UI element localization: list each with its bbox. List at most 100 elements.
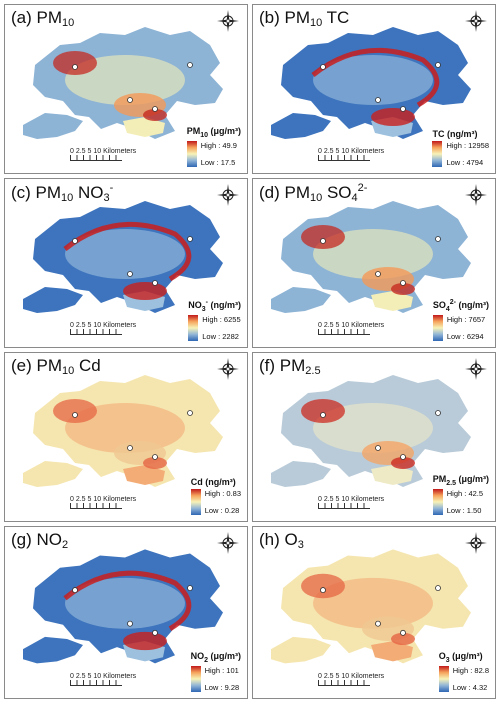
scale-bar-label: 0 2.5 5 10 Kilometers (318, 322, 385, 329)
legend-title-main: Cd (190, 477, 203, 487)
legend-unit: (ng/m³) (444, 129, 478, 139)
map-panel-f: (f) PM2.5 0 2.5 5 10 Kilometers PM2.5 (μg/… (252, 352, 496, 522)
panel-title-main: (g) NO (11, 530, 62, 549)
scale-bar: 0 2.5 5 10 Kilometers (318, 148, 384, 161)
legend-color-ramp (432, 315, 443, 341)
pollution-map (23, 549, 223, 664)
compass-rose-icon (465, 358, 487, 380)
map-panel-h: (h) O3 0 2.5 5 10 Kilometers O3 (μg/m³) Hig… (252, 526, 496, 699)
compass-rose-icon (465, 184, 487, 206)
legend-low: Low : 2282 (202, 332, 239, 341)
map-legend: SO42- (ng/m³) High : 7657 Low : 6294 (432, 299, 489, 341)
panel-title: (f) PM2.5 (259, 356, 321, 377)
panel-title-sub: 10 (310, 192, 323, 204)
legend-title: PM2.5 (μg/m³) (433, 474, 489, 487)
legend-color-ramp (188, 315, 199, 341)
legend-high: High : 42.5 (446, 489, 484, 498)
map-legend: TC (ng/m³) High : 12958 Low : 4794 (432, 129, 489, 167)
legend-title-sub: 4 (445, 306, 450, 313)
map-panel-g: (g) NO2 0 2.5 5 10 Kilometers NO2 (μg/m³) H… (4, 526, 248, 699)
legend-high: High : 6255 (202, 315, 241, 324)
legend-title-main: PM (432, 474, 447, 485)
scale-bar: 0 2.5 5 10 Kilometers (70, 673, 136, 686)
legend-color-ramp (190, 489, 201, 515)
legend-low: Low : 17.5 (200, 158, 236, 167)
panel-title-rest: Cd (74, 356, 101, 375)
legend-title-main: O (438, 651, 446, 662)
legend-title: SO42- (ng/m³) (433, 299, 489, 313)
legend-high: High : 12958 (446, 141, 489, 150)
map-legend: Cd (ng/m³) High : 0.83 Low : 0.28 (190, 477, 241, 515)
scale-bar-label: 0 2.5 5 10 Kilometers (318, 673, 385, 680)
panel-title-rest: SO (322, 183, 352, 202)
legend-title-sub: 10 (200, 132, 208, 139)
scale-bar-label: 0 2.5 5 10 Kilometers (70, 148, 137, 155)
compass-rose-icon (465, 10, 487, 32)
legend-color-ramp (432, 141, 443, 167)
compass-rose-icon (217, 184, 239, 206)
panel-title-sub: 2.5 (305, 365, 321, 377)
legend-color-ramp (186, 141, 197, 167)
scale-bar: 0 2.5 5 10 Kilometers (70, 148, 136, 161)
legend-unit: (μg/m³) (449, 651, 483, 662)
compass-rose-icon (217, 10, 239, 32)
panel-title: (a) PM10 (11, 8, 74, 29)
scale-bar: 0 2.5 5 10 Kilometers (318, 496, 384, 509)
map-panel-a: (a) PM10 0 2.5 5 10 Kilometers PM10 (μg/m³… (4, 4, 248, 174)
pollution-map (23, 201, 223, 313)
panel-title-sup: 2- (357, 182, 368, 194)
legend-low: Low : 1.50 (446, 506, 482, 515)
scale-bar-label: 0 2.5 5 10 Kilometers (70, 673, 137, 680)
legend-title-main: SO (432, 300, 446, 311)
legend-title: TC (ng/m³) (432, 129, 489, 139)
panel-title-sub: 3 (297, 539, 304, 551)
map-legend: O3 (μg/m³) High : 82.8 Low : 4.32 (438, 651, 489, 692)
legend-unit: (ng/m³) (456, 300, 490, 311)
legend-title-sub: 3 (201, 306, 206, 313)
panel-title-rest: TC (322, 8, 350, 27)
legend-color-ramp (190, 666, 201, 692)
map-panel-c: (c) PM10 NO3- 0 2.5 5 10 Kilometers NO3- (… (4, 178, 248, 348)
legend-title: O3 (μg/m³) (439, 651, 489, 664)
legend-high: High : 101 (204, 666, 239, 675)
panel-title-sub: 10 (62, 365, 75, 377)
panel-title-main: (e) PM (11, 356, 62, 375)
pollution-map (271, 201, 471, 313)
legend-title-main: PM (186, 126, 201, 137)
pollution-map (23, 27, 223, 139)
map-legend: PM2.5 (μg/m³) High : 42.5 Low : 1.50 (432, 474, 489, 515)
legend-low: Low : 6294 (446, 332, 484, 341)
scale-bar: 0 2.5 5 10 Kilometers (70, 322, 136, 335)
scale-bar: 0 2.5 5 10 Kilometers (318, 322, 384, 335)
scale-bar: 0 2.5 5 10 Kilometers (70, 496, 136, 509)
legend-color-ramp (432, 489, 443, 515)
panel-title-sub: 10 (61, 192, 74, 204)
panel-title-rest: NO (73, 183, 104, 202)
panel-title-sub: 2 (62, 539, 69, 551)
legend-color-ramp (438, 666, 449, 692)
legend-title-main: NO (188, 300, 202, 311)
legend-high: High : 82.8 (452, 666, 489, 675)
legend-title-sub: 3 (445, 657, 450, 664)
scale-bar-label: 0 2.5 5 10 Kilometers (318, 148, 385, 155)
legend-title-sup: - (205, 299, 208, 307)
panel-title-sup: - (109, 182, 114, 194)
compass-rose-icon (217, 532, 239, 554)
map-panel-b: (b) PM10 TC 0 2.5 5 10 Kilometers TC (ng/m… (252, 4, 496, 174)
legend-high: High : 0.83 (204, 489, 241, 498)
legend-title: NO2 (μg/m³) (191, 651, 241, 664)
panel-title: (g) NO2 (11, 530, 68, 551)
pollution-map (271, 27, 471, 139)
legend-unit: (μg/m³) (456, 474, 490, 485)
map-legend: NO2 (μg/m³) High : 101 Low : 9.28 (190, 651, 241, 692)
panel-title-main: (d) PM (259, 183, 310, 202)
scale-bar-label: 0 2.5 5 10 Kilometers (70, 496, 137, 503)
panel-title: (c) PM10 NO3- (11, 182, 113, 204)
legend-unit: (ng/m³) (202, 477, 236, 487)
legend-low: Low : 0.28 (204, 506, 240, 515)
panel-title-main: (f) PM (259, 356, 306, 375)
legend-title-main: TC (432, 129, 445, 139)
map-panel-d: (d) PM10 SO42- 0 2.5 5 10 Kilometers SO42-… (252, 178, 496, 348)
panel-title-main: (a) PM (11, 8, 62, 27)
legend-low: Low : 4.32 (452, 683, 488, 692)
